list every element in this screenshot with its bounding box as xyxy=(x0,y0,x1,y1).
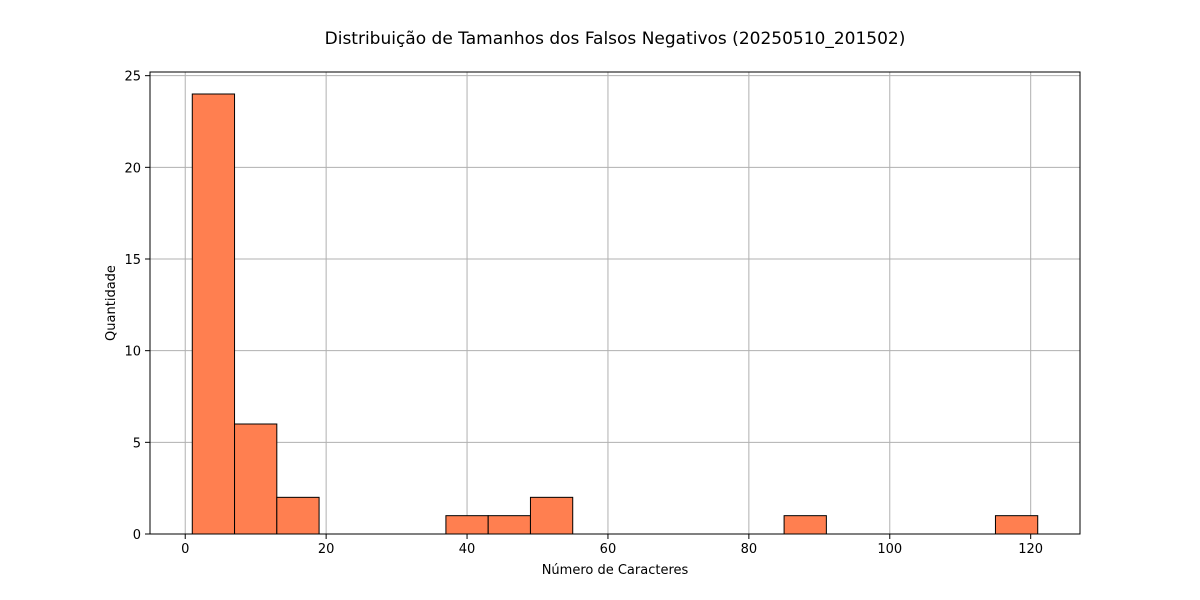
y-tick-label: 0 xyxy=(133,528,141,543)
x-tick-label: 20 xyxy=(318,542,335,557)
histogram-bar xyxy=(234,423,278,535)
histogram-bar xyxy=(783,515,827,535)
bars xyxy=(191,93,1039,535)
y-axis-label: Quantidade xyxy=(104,265,119,341)
x-tick-label: 120 xyxy=(1018,542,1043,557)
x-tick-label: 100 xyxy=(877,542,902,557)
histogram-bar xyxy=(487,515,531,535)
y-tick-label: 25 xyxy=(124,70,141,85)
x-axis-ticks: 0 20 40 60 80 100 120 xyxy=(181,534,1043,557)
grid xyxy=(150,72,1080,535)
plot-frame xyxy=(149,71,1081,535)
x-tick-label: 80 xyxy=(741,542,758,557)
y-tick-label: 20 xyxy=(124,161,141,176)
histogram-bar xyxy=(445,515,489,535)
histogram-bar xyxy=(191,93,236,535)
x-tick-label: 60 xyxy=(600,542,617,557)
histogram-bar xyxy=(276,496,320,535)
y-tick-label: 5 xyxy=(133,436,141,451)
x-tick-label: 0 xyxy=(181,542,189,557)
chart-title: Distribuição de Tamanhos dos Falsos Nega… xyxy=(325,29,906,49)
x-tick-label: 40 xyxy=(459,542,476,557)
y-tick-label: 15 xyxy=(124,253,141,268)
histogram-bar xyxy=(529,496,574,535)
y-axis-ticks: 0 5 10 15 20 25 xyxy=(124,70,150,543)
x-axis-label: Número de Caracteres xyxy=(542,563,689,578)
histogram-bar xyxy=(994,515,1039,535)
y-tick-label: 10 xyxy=(124,345,141,360)
